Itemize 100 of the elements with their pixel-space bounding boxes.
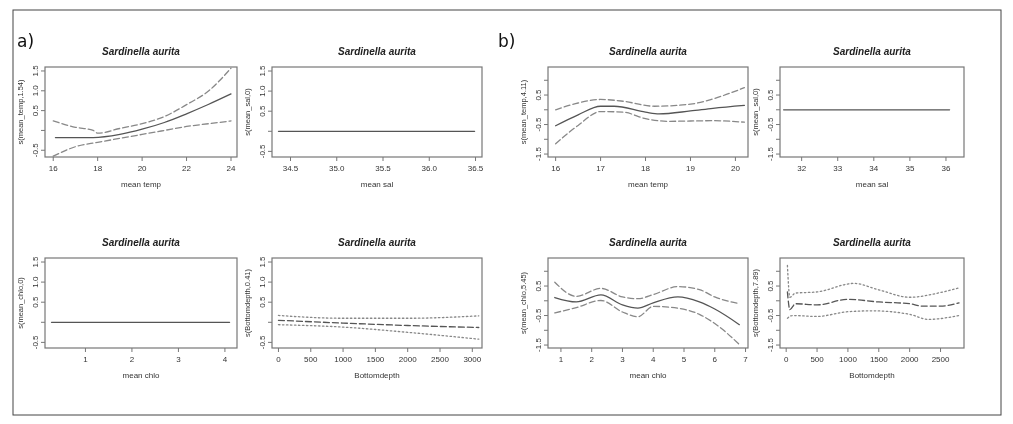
x-tick-label: 4 — [651, 355, 656, 364]
x-tick-label: 24 — [226, 164, 236, 173]
text: a) — [17, 31, 35, 51]
x-tick-label: 7 — [743, 355, 749, 364]
x-tick-label: 35.0 — [328, 164, 346, 173]
x-tick-label: 22 — [182, 164, 192, 173]
line-series — [52, 67, 232, 134]
x-tick-label: 2000 — [398, 355, 418, 364]
x-tick-label: 1 — [83, 355, 89, 364]
x-tick-label: 1500 — [366, 355, 385, 364]
chart-title: Sardinella aurita — [338, 46, 417, 57]
y-tick-label: -0.5 — [258, 143, 267, 159]
x-tick-label: 500 — [810, 355, 825, 364]
x-tick-label: 3000 — [463, 355, 482, 364]
chart-title: Sardinella aurita — [338, 237, 417, 248]
line-series — [277, 324, 480, 340]
x-tick-label: 36.0 — [421, 164, 438, 173]
y-tick-label: 1.5 — [31, 64, 40, 77]
y-tick-label: 1.5 — [258, 255, 267, 268]
y-tick-label: 1.5 — [258, 64, 267, 77]
y-tick-label: 1.0 — [258, 85, 267, 97]
x-tick-label: 34 — [869, 164, 879, 173]
chart-title: Sardinella aurita — [833, 46, 912, 57]
y-tick-label: 0.5 — [534, 279, 543, 292]
x-tick-label: 3 — [620, 355, 626, 364]
y-tick-label: 0.5 — [258, 105, 267, 117]
x-axis-title: Bottomdepth — [354, 371, 400, 380]
y-tick-label: -1.5 — [534, 337, 543, 352]
line-series — [786, 310, 960, 321]
x-tick-label: 33 — [833, 164, 843, 173]
line-series — [52, 120, 232, 157]
x-tick-label: 5 — [681, 355, 687, 364]
line-series — [554, 87, 746, 111]
y-tick-label: 0.5 — [534, 88, 543, 101]
x-tick-label: 36 — [941, 164, 951, 173]
line-series — [554, 104, 746, 127]
x-tick-label: 3 — [176, 355, 182, 364]
chart-title: Sardinella aurita — [833, 237, 912, 248]
x-tick-label: 19 — [686, 164, 696, 173]
x-tick-label: 2 — [129, 355, 135, 364]
y-tick-label: 0.5 — [766, 279, 775, 292]
line-series — [786, 291, 960, 311]
y-tick-label: 1.0 — [31, 276, 40, 288]
x-tick-label: 16 — [551, 164, 561, 173]
x-tick-label: 18 — [641, 164, 651, 173]
chart-title: Sardinella aurita — [609, 46, 688, 57]
y-tick-label: 0.5 — [31, 104, 40, 117]
line-series — [54, 93, 232, 139]
x-axis-title: mean temp — [627, 180, 669, 189]
x-tick-label: 0 — [783, 355, 789, 364]
y-tick-label: -0.5 — [258, 334, 267, 350]
chart-title: Sardinella aurita — [102, 46, 181, 57]
y-tick-label: -1.5 — [766, 146, 775, 161]
line-series — [277, 319, 480, 329]
x-axis-title: mean chlo — [122, 371, 160, 380]
y-tick-label: 1.5 — [31, 255, 40, 268]
x-tick-label: 2500 — [431, 355, 450, 364]
x-tick-label: 1000 — [839, 355, 858, 364]
x-tick-label: 20 — [137, 164, 148, 173]
x-tick-label: 1500 — [869, 355, 889, 364]
x-tick-label: 17 — [596, 164, 606, 173]
y-tick-label: -0.5 — [31, 334, 40, 350]
x-tick-label: 500 — [304, 355, 318, 364]
chart-title: Sardinella aurita — [102, 237, 181, 248]
x-axis-title: mean chlo — [629, 371, 667, 380]
y-tick-label: 0.5 — [31, 296, 40, 308]
x-tick-label: 20 — [730, 164, 741, 173]
x-tick-label: 34.5 — [282, 164, 299, 173]
x-axis-title: Bottomdepth — [849, 371, 895, 380]
text: b) — [498, 31, 516, 51]
x-tick-label: 1 — [558, 355, 564, 364]
y-tick-label: -1.5 — [766, 337, 775, 352]
y-tick-label: 1.0 — [31, 84, 40, 97]
y-tick-label: -1.5 — [534, 146, 543, 161]
y-tick-label: -0.5 — [766, 308, 775, 323]
line-series — [554, 294, 741, 326]
x-tick-label: 6 — [712, 355, 718, 364]
x-tick-label: 2 — [589, 355, 595, 364]
x-tick-label: 0 — [276, 355, 282, 364]
x-tick-label: 1000 — [334, 355, 353, 364]
x-axis-title: mean sal — [360, 180, 394, 189]
x-tick-label: 35.5 — [375, 164, 392, 173]
chart-title: Sardinella aurita — [609, 237, 688, 248]
y-tick-label: 1.0 — [258, 276, 267, 288]
line-series — [554, 299, 741, 346]
y-tick-label: -0.5 — [534, 308, 543, 323]
x-axis-title: mean temp — [120, 180, 162, 189]
y-tick-label: -0.5 — [534, 117, 543, 132]
line-series — [554, 110, 746, 145]
x-tick-label: 2500 — [931, 355, 950, 364]
line-series — [786, 264, 960, 298]
y-tick-label: -0.5 — [31, 142, 40, 158]
y-tick-label: 0.5 — [258, 296, 267, 308]
y-tick-label: -0.5 — [766, 117, 775, 132]
x-axis-title: mean sal — [855, 180, 889, 189]
x-tick-label: 18 — [93, 164, 103, 173]
x-tick-label: 2000 — [900, 355, 920, 364]
x-tick-label: 4 — [222, 355, 228, 364]
y-tick-label: 0.5 — [766, 88, 775, 101]
x-tick-label: 32 — [797, 164, 807, 173]
